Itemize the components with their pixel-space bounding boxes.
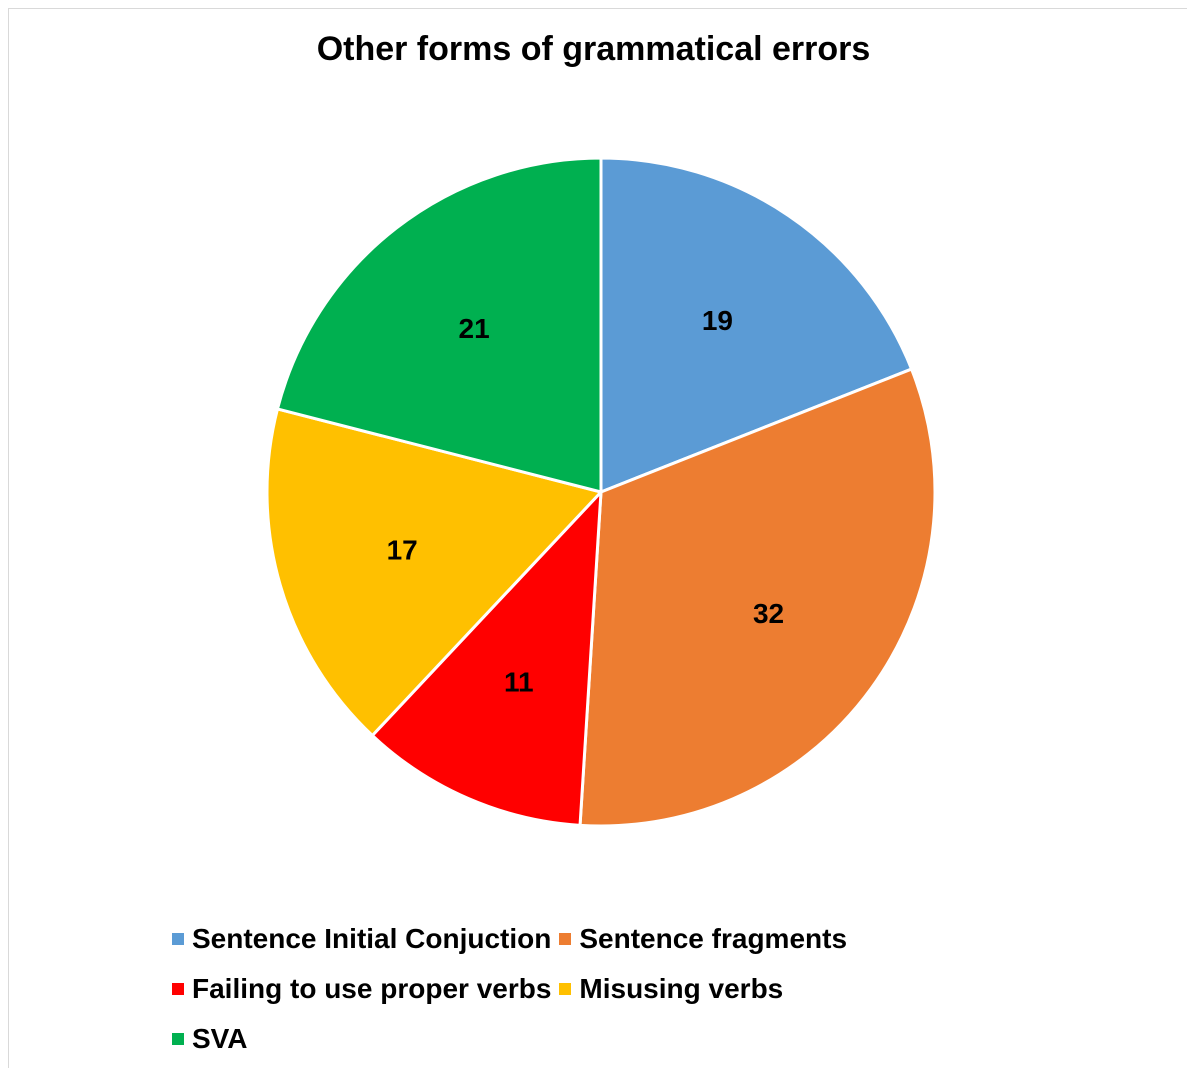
legend-swatch — [172, 983, 184, 995]
legend-swatch — [172, 933, 184, 945]
legend-label: Misusing verbs — [579, 973, 784, 1004]
chart-legend: Sentence Initial Conjuction Sentence fra… — [172, 914, 1072, 1064]
legend-item-sentence-initial-conjuction: Sentence Initial Conjuction — [172, 923, 551, 955]
pie-slices — [265, 156, 937, 828]
legend-item-sentence-fragments: Sentence fragments — [559, 923, 847, 955]
legend-row: SVA — [172, 1014, 1072, 1064]
legend-item-failing-to-use-proper-verbs: Failing to use proper verbs — [172, 973, 551, 1005]
legend-row: Failing to use proper verbs Misusing ver… — [172, 964, 1072, 1014]
pie-slice-sentence-initial-conjuction — [599, 156, 914, 494]
legend-item-misusing-verbs: Misusing verbs — [559, 973, 783, 1005]
legend-item-sva: SVA — [172, 1023, 248, 1055]
chart-title: Other forms of grammatical errors — [316, 30, 871, 68]
legend-swatch — [559, 983, 572, 995]
legend-label: SVA — [192, 1023, 248, 1054]
data-label-sentence-initial-conjuction: 19 — [702, 305, 733, 336]
legend-label: Failing to use proper verbs — [192, 973, 552, 1004]
pie-slice-sva — [275, 156, 603, 494]
data-label-failing-to-use-proper-verbs: 11 — [504, 667, 534, 698]
legend-swatch — [172, 1033, 184, 1045]
data-label-sva: 21 — [459, 313, 490, 344]
legend-row: Sentence Initial Conjuction Sentence fra… — [172, 914, 1072, 964]
pie-slice-misusing-verbs — [265, 407, 603, 737]
pie-slice-failing-to-use-proper-verbs — [370, 490, 603, 827]
data-label-sentence-fragments: 32 — [753, 598, 784, 629]
pie-slice-sentence-fragments — [578, 367, 937, 828]
data-label-misusing-verbs: 17 — [387, 534, 418, 565]
legend-label: Sentence Initial Conjuction — [192, 923, 552, 954]
pie-data-labels: 19 32 11 17 21 — [387, 305, 785, 697]
legend-label: Sentence fragments — [579, 923, 848, 954]
legend-swatch — [559, 933, 572, 945]
